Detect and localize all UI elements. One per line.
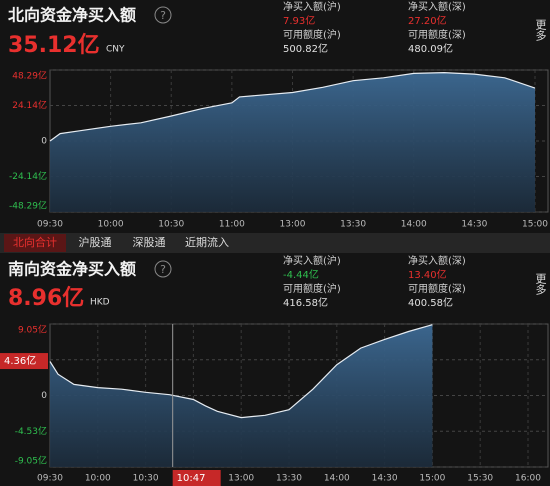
x-tick-label: 15:00 [522, 220, 548, 230]
tab-bar [0, 233, 550, 253]
stat-label: 可用额度(沪) [283, 282, 341, 295]
stat-value: -4.44亿 [283, 268, 319, 281]
x-tick-label: 13:00 [228, 474, 254, 484]
stat-value: 500.82亿 [283, 42, 328, 55]
tab[interactable]: 北向合计 [13, 235, 57, 249]
y-tick-label: 0 [41, 391, 47, 401]
area [50, 324, 433, 467]
help-mark: ? [160, 263, 166, 276]
x-tick-label: 13:30 [276, 474, 302, 484]
south-title: 南向资金净买入额 [8, 260, 136, 279]
x-tick-label: 15:30 [467, 474, 493, 484]
south-currency: HKD [90, 298, 110, 308]
line [49, 324, 433, 419]
x-tick-label: 10:30 [133, 474, 159, 484]
stat-value: 7.93亿 [283, 14, 315, 27]
y-tick-label: -9.05亿 [15, 455, 47, 467]
stat-label: 可用额度(深) [408, 282, 466, 295]
help-icon[interactable] [154, 260, 172, 278]
tab-active-bg[interactable] [4, 234, 66, 252]
crosshair-x-box [172, 470, 221, 486]
stat-value: 480.09亿 [408, 42, 453, 55]
x-tick-label: 14:30 [372, 474, 398, 484]
north-title: 北向资金净买入额 [8, 6, 136, 25]
y-tick-label: 48.29亿 [12, 70, 47, 82]
south-stats: 净买入额(沪)-4.44亿 净买入额(深)13.40亿可用额度(沪)416.58亿… [283, 254, 466, 309]
x-tick-label: 09:30 [37, 474, 63, 484]
north-total: 35.12亿 [8, 33, 100, 58]
help-mark: ? [160, 9, 166, 22]
x-tick-label: 13:00 [280, 220, 306, 230]
x-tick-label: 10:30 [158, 220, 184, 230]
x-tick-label: 10:00 [98, 220, 124, 230]
stat-value: 416.58亿 [283, 296, 328, 309]
x-tick-label: 14:00 [401, 220, 427, 230]
y-tick-label: -24.14亿 [9, 170, 47, 182]
x-tick-label: 09:30 [37, 220, 63, 230]
tab[interactable]: 深股通 [133, 236, 166, 249]
stat-label: 净买入额(深) [408, 0, 466, 13]
tab[interactable]: 沪股通 [79, 235, 112, 249]
north-currency: CNY [106, 45, 125, 55]
x-tick-label: 16:00 [515, 474, 541, 484]
crosshair-x-label: 10:47 [177, 473, 206, 484]
stat-value: 13.40亿 [408, 268, 447, 281]
stat-value: 400.58亿 [408, 296, 453, 309]
north-more[interactable]: 更多 [534, 19, 547, 42]
y-tick-label: -4.53亿 [15, 425, 47, 437]
area [50, 72, 535, 212]
x-tick-label: 13:30 [340, 220, 366, 230]
south-total: 8.96亿 [8, 286, 84, 311]
south-chart: 9.05亿4.53亿0-4.53亿-9.05亿09:3010:0010:3011… [0, 323, 549, 486]
y-tick-label: -48.29亿 [9, 200, 47, 212]
line [49, 71, 536, 142]
y-tick-label: 9.05亿 [18, 324, 47, 336]
tabs: 北向合计 沪股通 深股通 近期流入 [4, 234, 229, 252]
crosshair-y-label: 4.36亿 [4, 354, 36, 367]
y-tick-label: 0 [41, 137, 47, 147]
stat-label: 可用额度(沪) [283, 28, 341, 41]
help-icon[interactable] [154, 6, 172, 24]
south-more[interactable]: 更多 [534, 273, 547, 296]
x-tick-label: 15:00 [419, 474, 445, 484]
x-tick-label: 14:30 [461, 220, 487, 230]
stat-label: 净买入额(沪) [283, 0, 341, 13]
stat-label: 净买入额(深) [408, 254, 466, 267]
tab[interactable]: 近期流入 [185, 235, 229, 249]
x-tick-label: 14:00 [324, 474, 350, 484]
stat-label: 净买入额(沪) [283, 254, 341, 267]
y-tick-label: 24.14亿 [12, 99, 47, 111]
x-tick-label: 11:00 [219, 220, 245, 230]
crosshair-y-box [0, 353, 48, 370]
stat-label: 可用额度(深) [408, 28, 466, 41]
north-chart: 48.29亿 24.14亿 0 -24.14亿 -48.29亿 09:30 10:00 10:… [9, 69, 549, 230]
stat-value: 27.20亿 [408, 14, 447, 27]
x-tick-label: 10:00 [85, 474, 111, 484]
